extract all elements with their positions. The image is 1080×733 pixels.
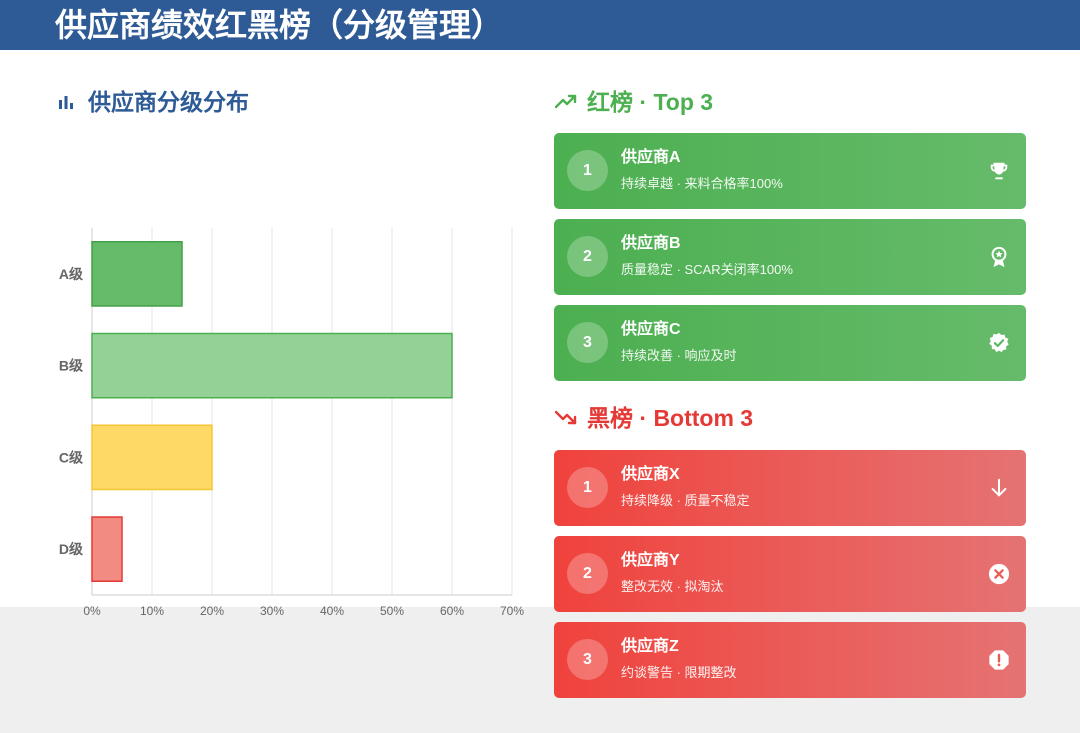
trending-down-icon bbox=[555, 410, 577, 425]
bar-2 bbox=[91, 332, 453, 399]
supplier-desc: 约谈警告 · 限期整改 bbox=[621, 665, 737, 680]
rank-badge: 3 bbox=[567, 639, 608, 680]
supplier-desc: 持续卓越 · 来料合格率100% bbox=[621, 176, 783, 191]
y-category-label: A级 bbox=[59, 266, 84, 282]
x-tick-label: 60% bbox=[440, 604, 464, 618]
x-tick-label: 20% bbox=[200, 604, 224, 618]
rank-badge: 1 bbox=[567, 467, 608, 508]
supplier-name: 供应商C bbox=[621, 321, 681, 338]
rank-badge: 1 bbox=[567, 150, 608, 191]
supplier-desc: 持续降级 · 质量不稳定 bbox=[621, 493, 750, 508]
x-tick-label: 50% bbox=[380, 604, 404, 618]
rank-badge: 2 bbox=[567, 553, 608, 594]
supplier-desc: 整改无效 · 拟淘汰 bbox=[621, 579, 724, 594]
black-list-title: 黑榜 · Bottom 3 bbox=[587, 405, 754, 431]
black-list-card-1[interactable]: 1 供应商X 持续降级 · 质量不稳定 bbox=[554, 450, 1026, 526]
bar-4 bbox=[91, 516, 123, 582]
page-title: 供应商绩效红黑榜（分级管理） bbox=[55, 7, 504, 43]
header-bar: 供应商绩效红黑榜（分级管理） bbox=[0, 0, 1080, 50]
supplier-name: 供应商Z bbox=[621, 638, 679, 655]
supplier-desc: 持续改善 · 响应及时 bbox=[621, 348, 737, 363]
supplier-name: 供应商A bbox=[621, 149, 681, 166]
trending-up-icon bbox=[555, 94, 577, 109]
bar-chart-icon bbox=[59, 96, 73, 109]
exclamation-octagon-icon bbox=[989, 650, 1009, 670]
grade-distribution-chart: 0% 10% 20% 30% 40% 50% 60% 70% A级 B级 C级 D级 bbox=[59, 228, 524, 618]
trophy-icon bbox=[990, 162, 1008, 180]
black-list-card-2[interactable]: 2 供应商Y 整改无效 · 拟淘汰 bbox=[554, 536, 1026, 612]
red-list-card-2[interactable]: 2 供应商B 质量稳定 · SCAR关闭率100% bbox=[554, 219, 1026, 295]
x-tick-label: 30% bbox=[260, 604, 284, 618]
y-category-label: B级 bbox=[59, 358, 84, 374]
distribution-title: 供应商分级分布 bbox=[88, 89, 249, 115]
award-icon bbox=[991, 246, 1007, 268]
bar-1 bbox=[91, 241, 183, 307]
arrow-down-icon bbox=[991, 478, 1007, 497]
red-list-card-3[interactable]: 3 供应商C 持续改善 · 响应及时 bbox=[554, 305, 1026, 381]
bar-3 bbox=[91, 424, 213, 491]
slide: 供应商绩效红黑榜（分级管理） 供应商分级分布 0% 10% 20% 30% 40% 50%… bbox=[0, 0, 1080, 618]
red-list-card-1[interactable]: 1 供应商A 持续卓越 · 来料合格率100% bbox=[554, 133, 1026, 209]
verified-badge-icon bbox=[989, 332, 1009, 353]
x-tick-label: 40% bbox=[320, 604, 344, 618]
red-list-title: 红榜 · Top 3 bbox=[587, 89, 714, 115]
rank-badge: 2 bbox=[567, 236, 608, 277]
x-tick-label: 10% bbox=[140, 604, 164, 618]
supplier-desc: 质量稳定 · SCAR关闭率100% bbox=[621, 262, 793, 277]
supplier-name: 供应商B bbox=[621, 235, 681, 252]
black-list-card-3[interactable]: 3 供应商Z 约谈警告 · 限期整改 bbox=[554, 622, 1026, 698]
supplier-name: 供应商Y bbox=[621, 552, 680, 569]
y-category-label: D级 bbox=[59, 541, 84, 557]
x-tick-label: 0% bbox=[83, 604, 101, 618]
rank-badge: 3 bbox=[567, 322, 608, 363]
supplier-name: 供应商X bbox=[621, 466, 680, 483]
circle-x-icon bbox=[988, 563, 1010, 585]
y-category-label: C级 bbox=[59, 449, 84, 465]
x-tick-label: 70% bbox=[500, 604, 524, 618]
